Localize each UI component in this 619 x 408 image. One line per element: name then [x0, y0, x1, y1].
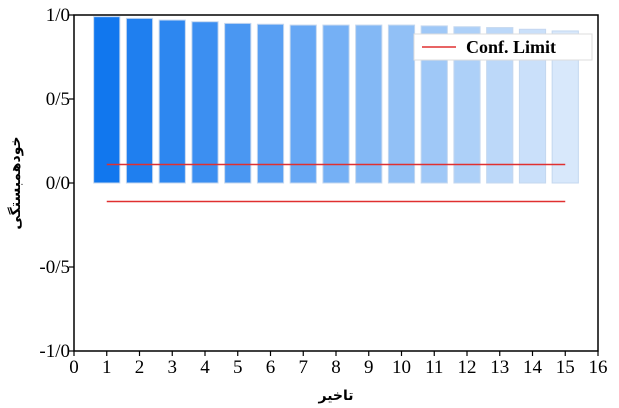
x-tick-label: 15	[556, 357, 575, 378]
x-tick-label: 10	[392, 357, 411, 378]
x-tick-label: 11	[425, 357, 443, 378]
x-tick-label: 9	[364, 357, 374, 378]
x-tick-label: 16	[589, 357, 608, 378]
x-tick-label: 5	[233, 357, 243, 378]
bar-lag-8	[322, 24, 350, 184]
bar-lag-9	[355, 24, 383, 184]
x-axis: 0 1 2 3 4 5 6 7 8 9 10 11 12 13 14 15 16	[69, 351, 608, 378]
bar-lag-7	[289, 24, 317, 184]
y-tick-label: 1/0	[46, 5, 70, 26]
bar-lag-3	[158, 19, 186, 184]
x-tick-label: 0	[69, 357, 79, 378]
x-tick-label: 13	[490, 357, 509, 378]
y-axis: 1/0 0/5 0/0 -0/5 -1/0	[39, 5, 74, 362]
bar-lag-1	[93, 16, 121, 184]
bar-lag-4	[191, 21, 219, 184]
y-tick-label: -0/5	[39, 257, 70, 278]
legend-label-conf-limit: Conf. Limit	[466, 37, 556, 57]
y-tick-label: -1/0	[39, 341, 70, 362]
bar-lag-10	[387, 24, 416, 184]
bar-lag-5	[224, 22, 252, 184]
x-tick-label: 8	[331, 357, 341, 378]
bars	[93, 16, 579, 184]
x-axis-title: تاخیر	[317, 388, 353, 404]
x-tick-label: 7	[299, 357, 309, 378]
x-tick-label: 2	[135, 357, 145, 378]
y-tick-label: 0/0	[46, 173, 70, 194]
x-tick-label: 3	[168, 357, 178, 378]
y-tick-label: 0/5	[46, 89, 70, 110]
x-tick-label: 6	[266, 357, 276, 378]
x-tick-label: 12	[458, 357, 477, 378]
x-tick-label: 14	[523, 357, 543, 378]
y-axis-title: خودهمبستگی	[7, 136, 24, 229]
x-tick-label: 4	[200, 357, 210, 378]
bar-lag-2	[125, 17, 154, 184]
bar-lag-6	[256, 23, 285, 184]
x-tick-label: 1	[102, 357, 112, 378]
legend: Conf. Limit	[413, 33, 593, 61]
confidence-lines	[106, 163, 566, 203]
